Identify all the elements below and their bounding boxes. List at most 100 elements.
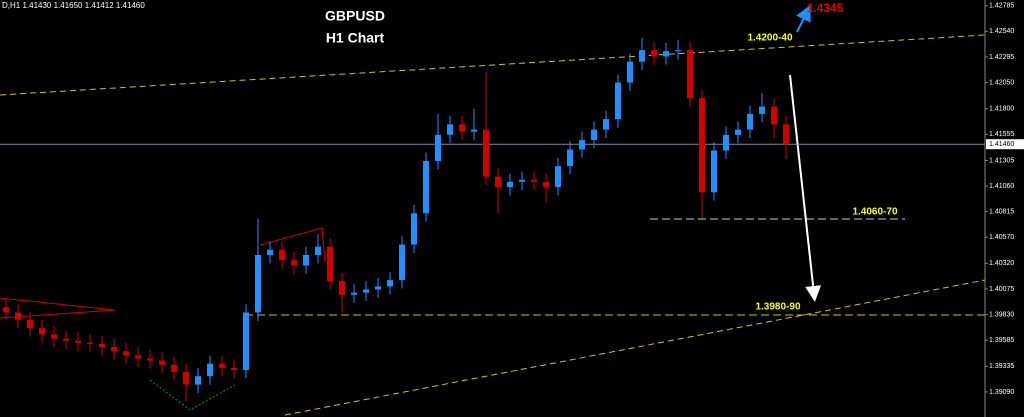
candle-body <box>423 160 429 214</box>
candle-body <box>99 343 105 347</box>
current-price-box <box>986 139 1024 150</box>
candle-body <box>435 134 441 161</box>
y-tick-label: 1.42785 <box>989 3 1014 10</box>
candle-body <box>483 129 489 177</box>
candle-body <box>759 106 765 114</box>
candle-body <box>531 179 537 182</box>
candle-body <box>555 166 561 188</box>
y-tick-label: 1.40320 <box>989 260 1014 267</box>
candle-body <box>735 129 741 135</box>
y-tick-label: 1.40815 <box>989 208 1014 215</box>
candle-body <box>603 119 609 130</box>
candle-body <box>747 113 753 130</box>
candle-body <box>303 255 309 266</box>
candle-body <box>711 150 717 193</box>
candle-body <box>663 51 669 57</box>
level-label: 1.4200-40 <box>747 33 792 44</box>
chart-title: GBPUSD <box>325 8 385 24</box>
candle-body <box>651 50 657 57</box>
candle-body <box>579 140 585 150</box>
candle-body <box>63 338 69 341</box>
pattern-line <box>0 297 116 319</box>
candle-body <box>339 281 345 295</box>
candle-body <box>507 181 513 188</box>
candle-body <box>123 351 129 356</box>
level-label: 1.3980-90 <box>755 302 800 313</box>
candle-body <box>699 98 705 193</box>
candle-body <box>615 82 621 120</box>
candle-body <box>135 355 141 359</box>
candle-body <box>723 134 729 151</box>
y-tick-label: 1.41305 <box>989 157 1014 164</box>
candle-body <box>315 246 321 256</box>
candle-body <box>267 249 273 256</box>
y-tick-label: 1.39830 <box>989 311 1014 318</box>
upper-trend-line <box>0 34 986 96</box>
forecast-arrow <box>796 4 811 33</box>
candle-body <box>231 367 237 370</box>
candle-body <box>495 176 501 188</box>
candle-body <box>219 363 225 368</box>
candle-body <box>567 149 573 167</box>
y-tick-label: 1.41060 <box>989 183 1014 190</box>
pattern-line <box>259 227 326 263</box>
candle-body <box>399 244 405 281</box>
target-label: 1.4345 <box>807 1 844 15</box>
y-tick-label: 1.42295 <box>989 54 1014 61</box>
y-tick-label: 1.40075 <box>989 286 1014 293</box>
y-tick-label: 1.39090 <box>989 389 1014 396</box>
y-tick-label: 1.41800 <box>989 106 1014 113</box>
current-price-label: 1.41460 <box>989 141 1014 148</box>
y-tick-label: 1.39335 <box>989 363 1014 370</box>
candle-body <box>51 334 57 339</box>
candle-body <box>687 50 693 99</box>
y-tick-label: 1.41555 <box>989 131 1014 138</box>
candle-body <box>363 289 369 293</box>
candle-body <box>255 255 261 313</box>
forecast-arrow <box>789 74 822 302</box>
candle-body <box>195 376 201 385</box>
candle-body <box>291 260 297 266</box>
candle-body <box>351 292 357 295</box>
candle-body <box>675 50 681 52</box>
candle-body <box>39 328 45 335</box>
candle-body <box>147 358 153 361</box>
candle-body <box>327 246 333 282</box>
candle-body <box>783 124 789 145</box>
candle-body <box>543 181 549 188</box>
candle-body <box>387 280 393 287</box>
candle-body <box>519 179 525 182</box>
candle-body <box>375 286 381 290</box>
candle-body <box>771 106 777 125</box>
candle-body <box>159 360 165 365</box>
candle-body <box>279 249 285 261</box>
candle-body <box>183 372 189 385</box>
candle-body <box>459 124 465 132</box>
candle-body <box>27 319 33 329</box>
candle-body <box>15 312 21 320</box>
chart-subtitle: H1 Chart <box>326 30 385 46</box>
candle-body <box>411 213 417 245</box>
price-axis <box>985 0 1024 417</box>
candle-body <box>591 129 597 141</box>
candle-body <box>87 342 93 344</box>
candle-body <box>207 363 213 377</box>
candle-body <box>447 124 453 135</box>
candle-body <box>639 50 645 62</box>
lower-trend-line <box>284 279 986 416</box>
candle-body <box>471 129 477 132</box>
candle-body <box>243 312 249 370</box>
header: D,H1 1.41430 1.41650 1.41412 1.41460 <box>2 1 145 10</box>
candle-body <box>171 364 177 373</box>
candle-body <box>75 340 81 343</box>
candle-body <box>3 307 9 313</box>
y-tick-label: 1.39585 <box>989 337 1014 344</box>
pattern-line <box>149 379 236 411</box>
candle-body <box>111 346 117 352</box>
y-tick-label: 1.42540 <box>989 28 1014 35</box>
y-tick-label: 1.40570 <box>989 234 1014 241</box>
candle-body <box>627 61 633 83</box>
